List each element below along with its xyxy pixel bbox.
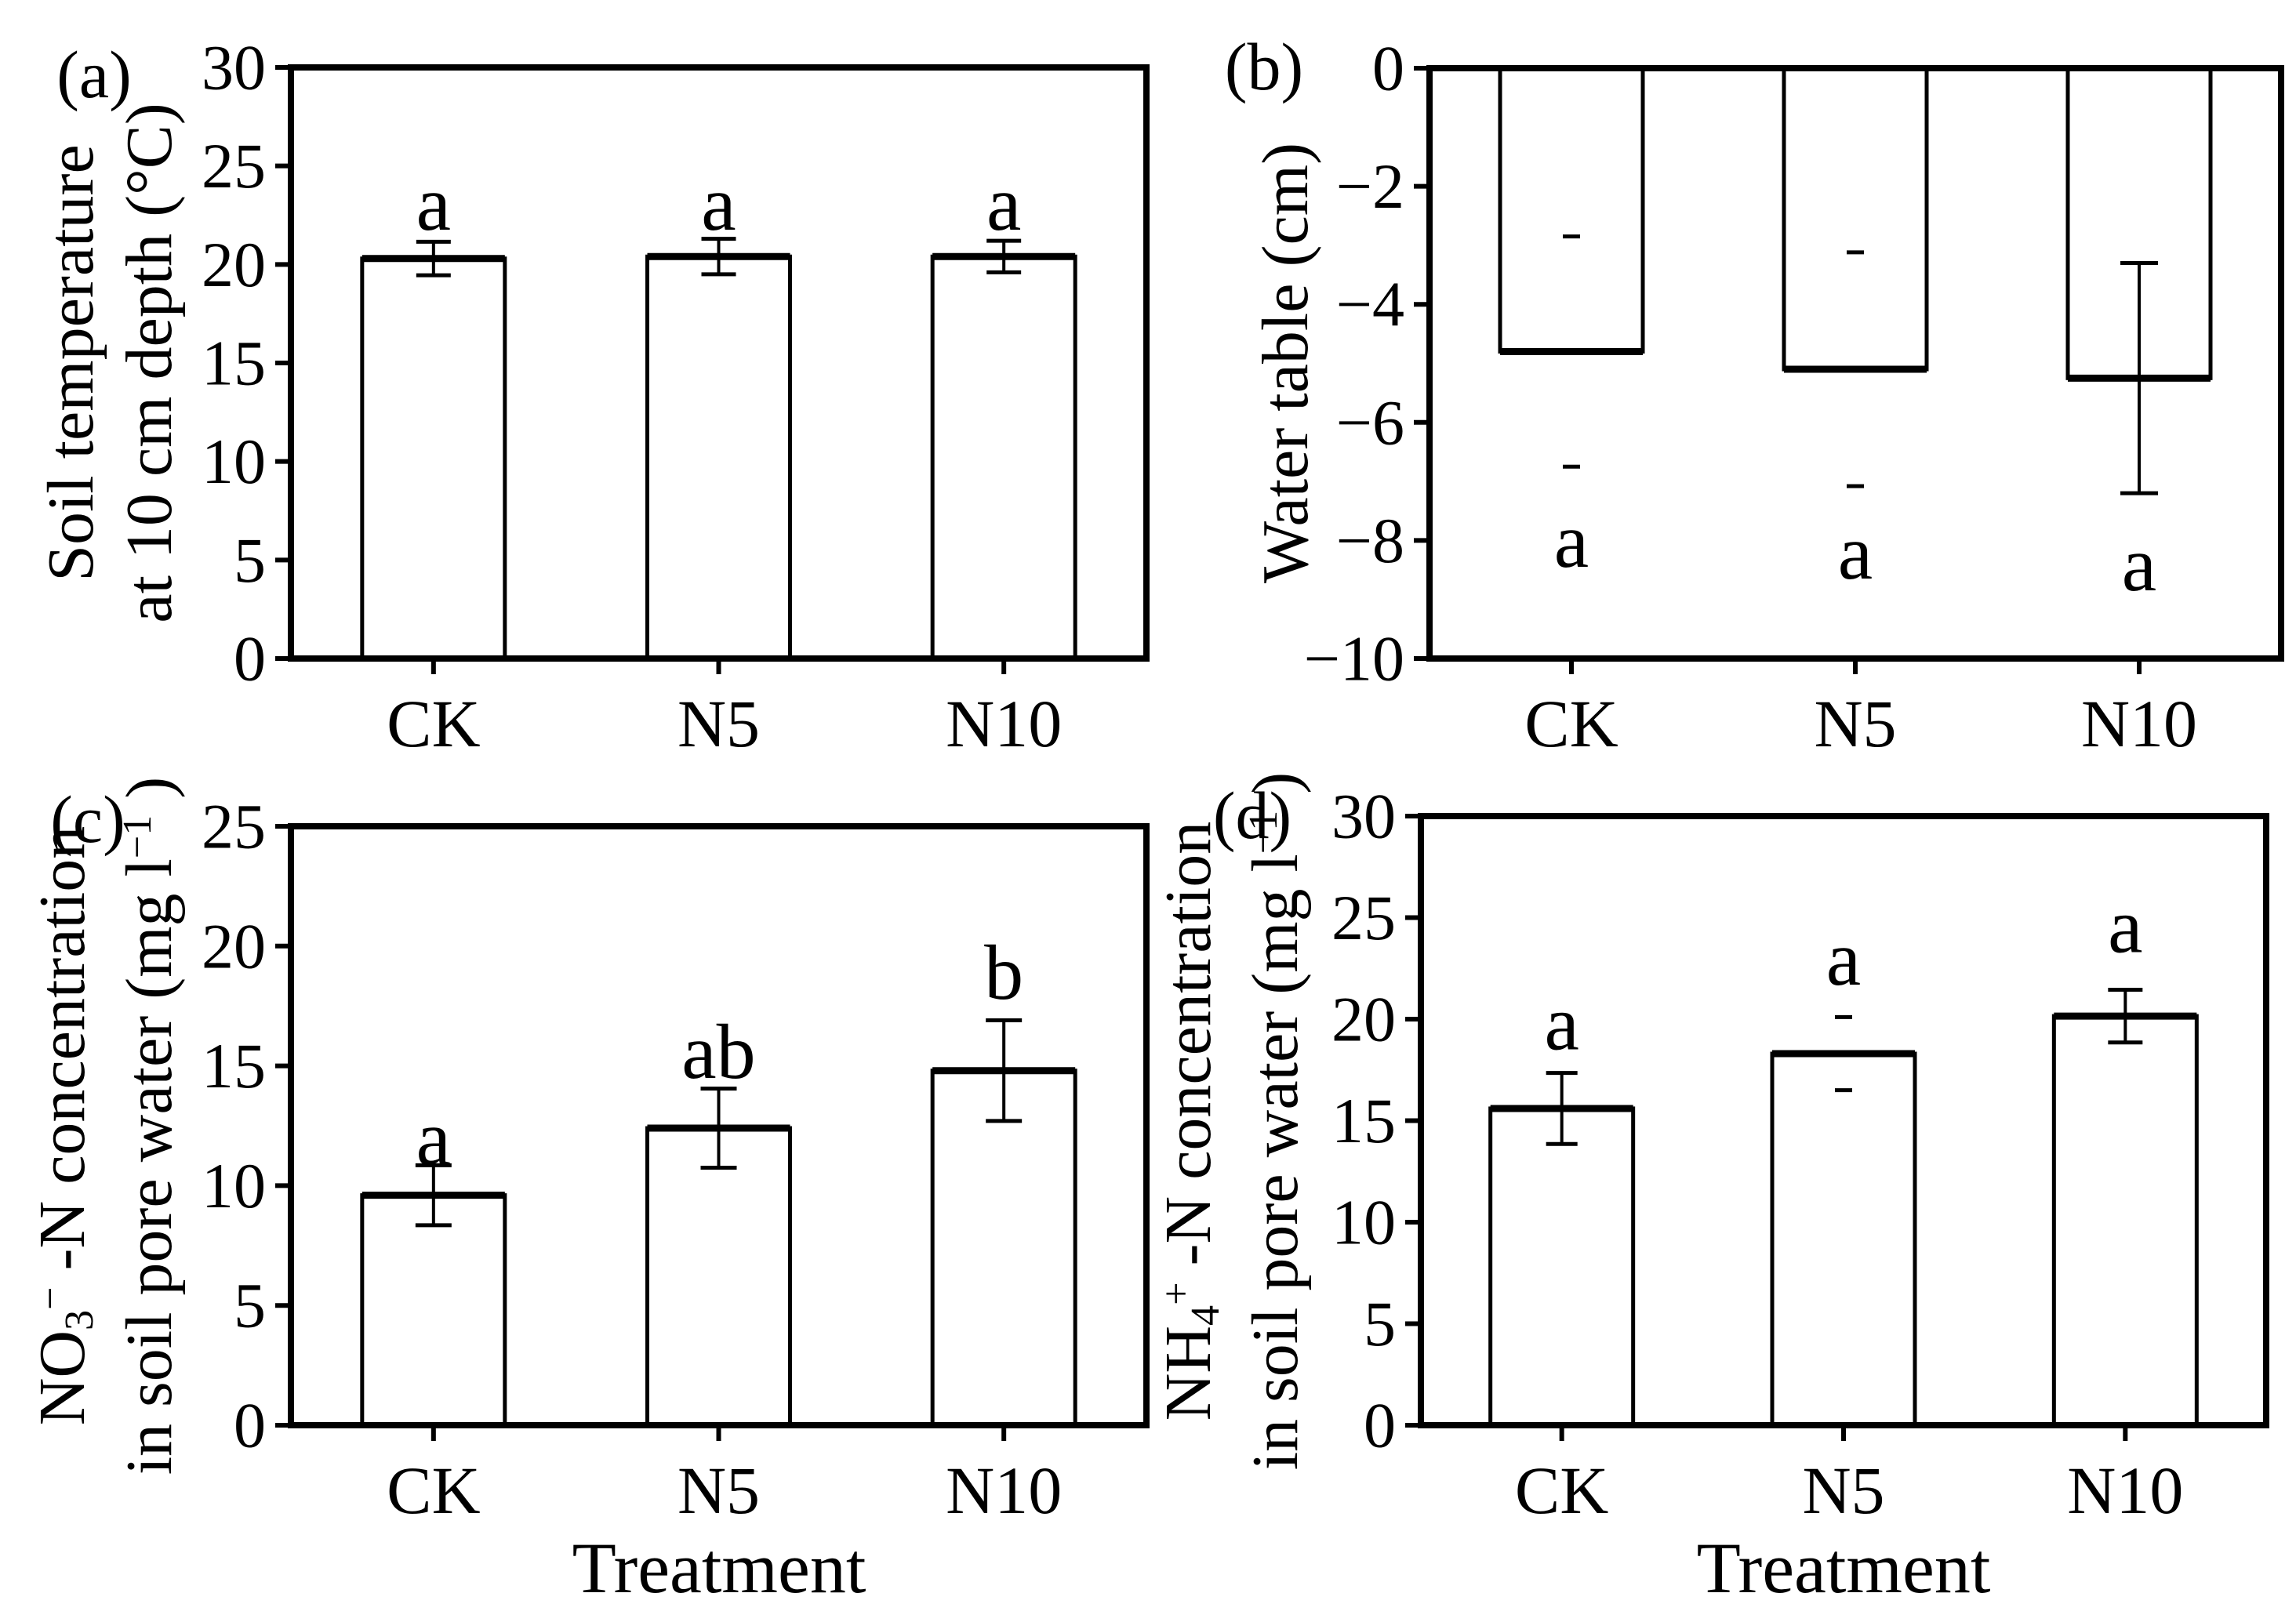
bar-N10 — [2051, 1014, 2199, 1428]
y-tick-label-10: 10 — [202, 426, 266, 497]
axis-box-panel-c — [288, 823, 1150, 1428]
bar-N10 — [930, 1069, 1077, 1428]
y-axis-title-line: Water table (cm) — [1249, 142, 1322, 584]
x-category-label-CK: CK — [387, 686, 480, 761]
sig-letter-N5: a — [1826, 915, 1861, 1002]
x-category-label-CK: CK — [1524, 686, 1618, 761]
y-tick-label-0: 0 — [234, 623, 266, 695]
y-tick-label--10: −10 — [1304, 623, 1404, 695]
panel-c-x-axis-title: Treatment — [572, 1528, 866, 1608]
y-tick-label-15: 15 — [1331, 1085, 1396, 1156]
sig-letter-CK: a — [1554, 497, 1589, 584]
panel-b-y-axis-title: Water table (cm) — [1247, 143, 1325, 583]
y-axis-title-line: Soil temperature — [35, 144, 107, 582]
y-tick-label-30: 30 — [1331, 781, 1396, 852]
bar-N5 — [645, 1126, 792, 1428]
x-category-label-N5: N5 — [678, 1453, 760, 1528]
y-axis-title-line: in soil pore water (mg l−1 ) — [1239, 771, 1312, 1471]
bar-N5 — [645, 254, 792, 661]
y-tick-label-30: 30 — [202, 32, 266, 103]
panel-d-x-axis-title: Treatment — [1696, 1528, 1991, 1608]
x-category-label-N10: N10 — [2067, 1453, 2183, 1528]
bar-N5 — [1770, 1051, 1917, 1428]
panel-b-label: (b) — [1224, 29, 1304, 104]
bar-CK — [360, 1193, 507, 1428]
x-category-label-CK: CK — [387, 1453, 480, 1528]
y-tick-label-25: 25 — [202, 130, 266, 201]
x-category-label-N10: N10 — [946, 1453, 1062, 1528]
y-tick-label--2: −2 — [1336, 151, 1404, 222]
y-tick-label-15: 15 — [202, 328, 266, 399]
panel-d-label: (d) — [1212, 778, 1292, 853]
y-axis-title-line: at 10 cm depth (°C) — [113, 103, 186, 623]
y-tick-label-0: 0 — [234, 1390, 266, 1461]
sig-letter-N10: b — [984, 929, 1023, 1016]
panel-c-label: (c) — [50, 782, 125, 857]
sig-letter-N5: a — [1838, 509, 1873, 596]
y-tick-label-0: 0 — [1364, 1390, 1396, 1461]
y-tick-label-5: 5 — [234, 1270, 266, 1341]
y-tick-label-15: 15 — [202, 1030, 266, 1101]
y-tick-label-10: 10 — [1331, 1187, 1396, 1258]
bar-CK — [1488, 1106, 1636, 1428]
panel-a-label: (a) — [56, 37, 132, 112]
sig-letter-N5: ab — [681, 1008, 755, 1095]
x-category-label-N5: N5 — [1802, 1453, 1884, 1528]
x-category-label-N10: N10 — [946, 686, 1062, 761]
y-tick-label-20: 20 — [202, 229, 266, 300]
y-tick-label-25: 25 — [202, 791, 266, 862]
y-axis-title-line: NH4+ -N concentration — [1152, 821, 1229, 1421]
y-axis-title-line: in soil pore water (mg l−1 ) — [113, 776, 186, 1475]
y-tick-label-20: 20 — [1331, 984, 1396, 1055]
y-tick-label-5: 5 — [234, 524, 266, 596]
sig-letter-N10: a — [2122, 521, 2156, 608]
x-category-label-N10: N10 — [2081, 686, 2197, 761]
y-axis-title-line: NO3− -N concentration — [26, 826, 103, 1426]
sig-letter-N10: a — [2108, 882, 2142, 969]
y-tick-label--6: −6 — [1336, 386, 1404, 458]
bar-N10 — [930, 254, 1077, 661]
x-category-label-N5: N5 — [1814, 686, 1896, 761]
axis-box-panel-b — [1426, 65, 2284, 662]
y-tick-label-5: 5 — [1364, 1288, 1396, 1359]
sig-letter-N5: a — [701, 160, 736, 247]
panel-d-y-axis-title: NH4+ -N concentration in soil pore water … — [1150, 772, 1324, 1471]
bar-CK — [1498, 66, 1645, 354]
x-category-label-CK: CK — [1515, 1453, 1608, 1528]
bar-N5 — [1782, 66, 1929, 372]
sig-letter-N10: a — [986, 160, 1021, 247]
x-category-label-N5: N5 — [678, 686, 760, 761]
sig-letter-CK: a — [1544, 980, 1578, 1067]
y-tick-label-0: 0 — [1372, 33, 1404, 104]
y-tick-label--4: −4 — [1336, 269, 1404, 340]
y-tick-label-25: 25 — [1331, 882, 1396, 953]
sig-letter-CK: a — [416, 1094, 451, 1181]
sig-letter-CK: a — [416, 160, 451, 247]
panel-a-y-axis-title: Soil temperature at 10 cm depth (°C) — [32, 103, 189, 622]
bar-CK — [360, 256, 507, 661]
y-tick-label-10: 10 — [202, 1150, 266, 1221]
y-tick-label--8: −8 — [1336, 505, 1404, 576]
panel-c-y-axis-title: NO3− -N concentration in soil pore water … — [24, 777, 198, 1475]
y-tick-label-20: 20 — [202, 910, 266, 982]
